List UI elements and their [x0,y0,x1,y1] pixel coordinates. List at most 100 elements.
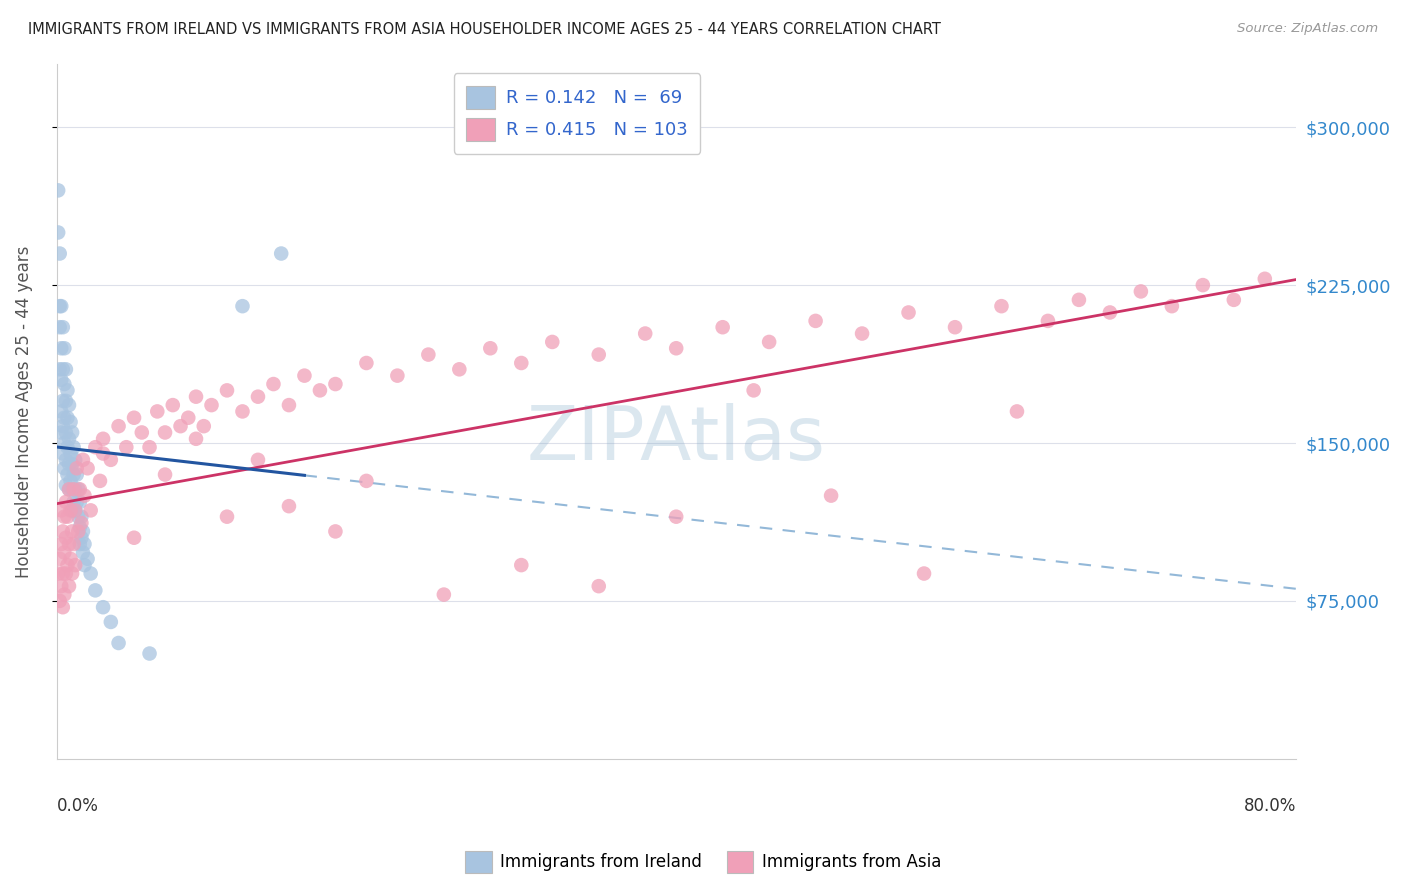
Point [1098,305,1121,319]
Point [58,483,80,497]
Point [59,551,82,566]
Point [665,509,688,524]
Point [55,478,77,492]
Point [100,615,122,629]
Point [990,299,1012,313]
Point [1160,299,1182,313]
Point [62,483,84,497]
Point [52,362,75,376]
Point [63,503,86,517]
Point [46,226,69,240]
Point [231,404,253,418]
Point [48,320,70,334]
Point [80,566,103,581]
Point [804,314,827,328]
Point [52,419,75,434]
Point [52,393,75,408]
Point [52,566,75,581]
Point [1036,314,1059,328]
Point [387,368,409,383]
Point [200,398,222,412]
Point [69,520,91,534]
Point [131,425,153,440]
Point [62,495,84,509]
Point [433,588,456,602]
Point [91,432,114,446]
Point [46,566,69,581]
Point [72,545,94,559]
Point [1067,293,1090,307]
Point [84,583,107,598]
Point [60,566,83,581]
Point [184,432,207,446]
Point [51,503,73,517]
Point [588,348,610,362]
Point [80,503,103,517]
Point [52,320,75,334]
Y-axis label: Householder Income Ages 25 - 44 years: Householder Income Ages 25 - 44 years [15,245,32,578]
Point [510,356,533,370]
Point [72,453,94,467]
Point [270,246,292,260]
Point [60,524,83,539]
Point [69,495,91,509]
Point [52,600,75,615]
Point [55,495,77,509]
Point [52,446,75,460]
Point [897,305,920,319]
Point [48,246,70,260]
Point [67,524,90,539]
Point [51,373,73,387]
Point [63,483,86,497]
Point [51,425,73,440]
Point [53,341,76,355]
Point [66,495,89,509]
Point [51,341,73,355]
Text: 0.0%: 0.0% [56,797,98,815]
Point [72,524,94,539]
Point [510,558,533,573]
Point [69,537,91,551]
Point [215,384,238,398]
Point [1223,293,1246,307]
Point [91,600,114,615]
Point [231,299,253,313]
Point [55,566,77,581]
Point [138,647,160,661]
Point [60,457,83,471]
Point [943,320,966,334]
Point [153,425,176,440]
Point [912,566,935,581]
Point [91,446,114,460]
Point [184,390,207,404]
Point [356,356,378,370]
Point [193,419,215,434]
Point [70,531,93,545]
Point [53,377,76,392]
Point [51,579,73,593]
Point [588,579,610,593]
Point [146,404,169,418]
Point [711,320,734,334]
Point [53,509,76,524]
Point [70,516,93,530]
Point [262,377,284,392]
Point [55,531,77,545]
Point [66,461,89,475]
Point [51,537,73,551]
Point [48,362,70,376]
Point [1129,285,1152,299]
Point [55,453,77,467]
Point [294,368,316,383]
Point [59,503,82,517]
Point [325,377,347,392]
Point [115,440,138,454]
Point [153,467,176,482]
Point [418,348,440,362]
Point [59,415,82,429]
Legend: Immigrants from Ireland, Immigrants from Asia: Immigrants from Ireland, Immigrants from… [458,845,948,880]
Point [479,341,502,355]
Point [60,483,83,497]
Point [66,467,89,482]
Point [46,183,69,197]
